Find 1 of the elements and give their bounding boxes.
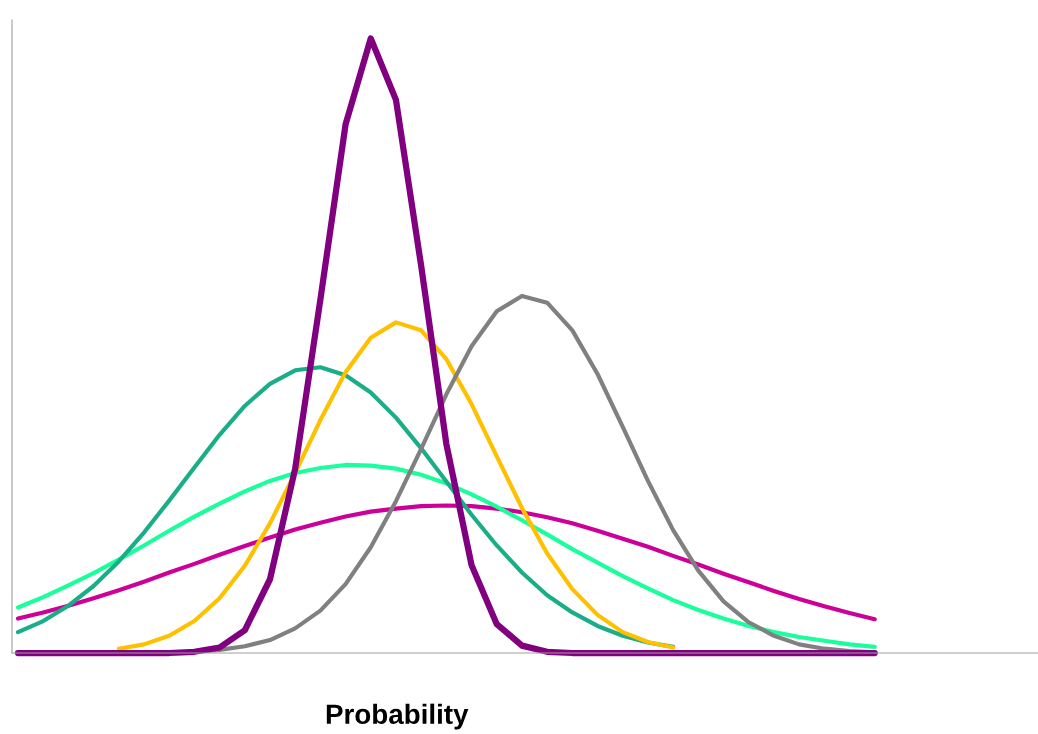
x-axis-title: Probability — [326, 703, 469, 730]
